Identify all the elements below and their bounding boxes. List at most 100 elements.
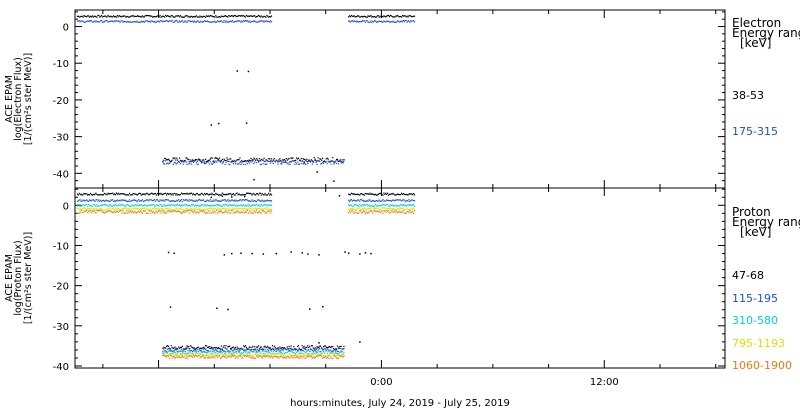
data-point: [151, 15, 153, 17]
data-point: [381, 21, 383, 23]
data-point: [391, 209, 393, 211]
data-point: [321, 352, 323, 354]
data-point: [98, 21, 100, 23]
data-point: [238, 211, 240, 213]
data-point: [153, 212, 156, 214]
data-point: [113, 15, 115, 17]
data-point: [166, 159, 168, 161]
data-point: [403, 193, 405, 195]
y-tick-label: -30: [53, 322, 69, 333]
data-point: [178, 354, 180, 357]
data-point: [376, 15, 378, 17]
data-point: [372, 15, 374, 18]
data-point: [121, 15, 123, 17]
data-point: [334, 162, 336, 164]
data-point: [266, 347, 268, 349]
data-point: [260, 208, 262, 210]
data-point: [254, 200, 256, 202]
data-point: [385, 21, 387, 23]
data-point: [402, 193, 404, 195]
data-point: [166, 351, 168, 353]
data-point: [149, 193, 151, 195]
data-point: [224, 353, 226, 355]
data-point: [85, 210, 87, 212]
data-point: [383, 210, 385, 212]
data-point: [315, 161, 317, 164]
data-point: [169, 354, 171, 357]
data-point: [91, 21, 93, 23]
data-point: [338, 353, 340, 355]
data-point: [133, 193, 135, 195]
data-point: [252, 207, 254, 210]
data-point: [130, 205, 132, 207]
data-point: [211, 192, 213, 194]
data-point: [413, 205, 416, 207]
data-point: [108, 209, 110, 211]
data-point: [352, 21, 354, 23]
data-point: [307, 349, 309, 351]
data-point: [329, 352, 331, 354]
data-point: [384, 200, 386, 202]
data-point: [89, 207, 92, 210]
data-point: [386, 199, 388, 201]
data-point: [108, 21, 110, 23]
data-point: [303, 347, 305, 350]
data-point: [231, 20, 234, 22]
data-point: [179, 194, 181, 196]
data-point: [222, 355, 224, 357]
data-point: [387, 208, 389, 210]
data-point: [187, 161, 189, 163]
data-point: [180, 199, 183, 201]
data-point: [262, 355, 264, 357]
data-point: [245, 20, 248, 22]
data-point: [101, 20, 103, 22]
data-point: [220, 353, 222, 355]
data-point: [354, 203, 356, 206]
data-point: [90, 212, 92, 214]
data-point: [178, 204, 180, 207]
data-point: [386, 203, 388, 206]
data-point: [168, 350, 170, 352]
data-point: [248, 159, 250, 161]
data-point: [325, 350, 327, 352]
data-point: [148, 209, 150, 212]
data-point: [86, 209, 88, 211]
data-point: [221, 205, 223, 207]
data-point: [281, 353, 283, 356]
data-point: [101, 16, 104, 18]
data-point: [114, 193, 116, 195]
data-point: [387, 20, 390, 22]
data-point: [95, 209, 97, 211]
data-point: [394, 209, 396, 212]
data-point: [251, 357, 253, 359]
data-point: [168, 200, 170, 202]
data-point: [390, 200, 392, 202]
data-point: [256, 162, 258, 164]
data-point: [247, 212, 249, 214]
data-point: [296, 354, 299, 356]
data-point: [179, 211, 182, 213]
data-point: [78, 199, 80, 201]
data-point: [94, 204, 96, 206]
data-point: [268, 357, 270, 359]
data-point: [177, 21, 179, 23]
data-point: [391, 199, 393, 201]
data-point: [203, 348, 205, 351]
data-point: [186, 163, 188, 166]
data-point: [379, 209, 381, 211]
data-point: [325, 158, 327, 160]
data-point: [282, 161, 284, 163]
data-point: [411, 212, 413, 214]
data-point: [225, 161, 227, 164]
data-point: [223, 345, 225, 347]
data-point: [308, 159, 310, 161]
data-point: [322, 350, 324, 352]
data-point: [373, 200, 375, 202]
data-point: [191, 208, 193, 210]
data-point: [175, 352, 177, 354]
data-point: [392, 192, 394, 194]
data-point: [168, 162, 170, 164]
data-point: [253, 200, 255, 202]
data-point: [173, 209, 175, 211]
data-point: [401, 211, 404, 213]
